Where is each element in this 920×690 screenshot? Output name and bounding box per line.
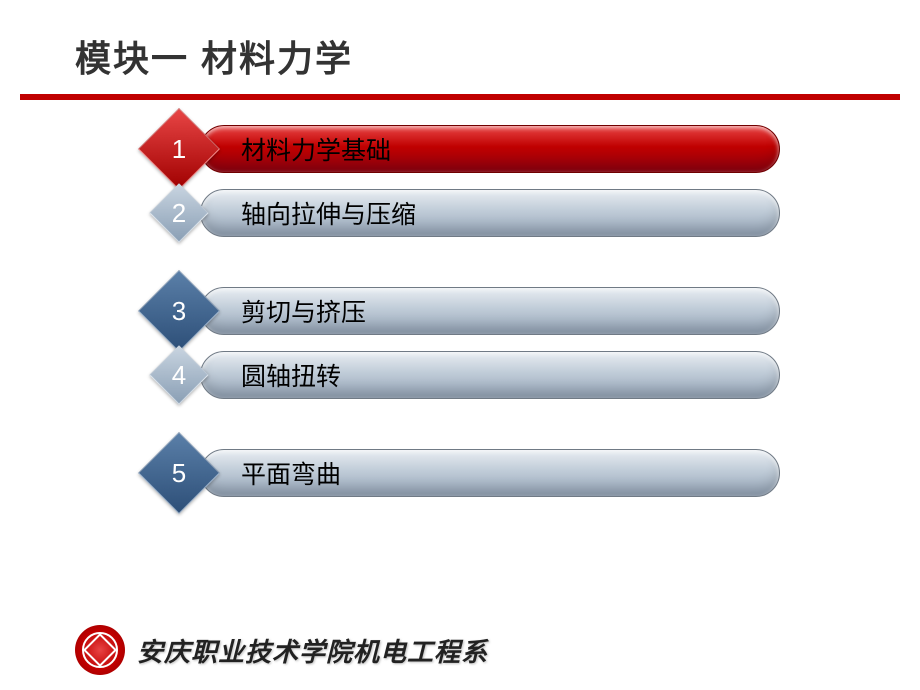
item-bar: 轴向拉伸与压缩 [200, 189, 780, 237]
item-bar: 材料力学基础 [200, 125, 780, 173]
page-title: 模块一 材料力学 [75, 30, 920, 82]
list-item: 平面弯曲 5 [140, 444, 780, 502]
item-label: 轴向拉伸与压缩 [241, 195, 416, 231]
header: 模块一 材料力学 [0, 0, 920, 82]
item-label: 圆轴扭转 [241, 357, 341, 393]
item-bar: 平面弯曲 [200, 449, 780, 497]
list-item: 材料力学基础 1 [140, 120, 780, 178]
connector-gap [140, 242, 780, 282]
list-item: 圆轴扭转 4 [140, 346, 780, 404]
item-label: 平面弯曲 [241, 455, 341, 491]
item-number: 1 [150, 120, 208, 178]
item-bar: 圆轴扭转 [200, 351, 780, 399]
footer-text: 安庆职业技术学院机电工程系 [137, 632, 488, 669]
list-item: 轴向拉伸与压缩 2 [140, 184, 780, 242]
list-item: 剪切与挤压 3 [140, 282, 780, 340]
item-bar: 剪切与挤压 [200, 287, 780, 335]
item-label: 材料力学基础 [241, 131, 391, 167]
item-label: 剪切与挤压 [241, 293, 366, 329]
item-number: 2 [158, 192, 200, 234]
institution-logo-icon [75, 625, 125, 675]
item-number: 5 [150, 444, 208, 502]
item-number: 4 [158, 354, 200, 396]
content-list: 材料力学基础 1 轴向拉伸与压缩 2 剪切与挤压 3 圆轴扭转 4 平面弯曲 5 [0, 100, 920, 502]
connector-gap [140, 404, 780, 444]
footer: 安庆职业技术学院机电工程系 [75, 625, 488, 675]
item-number: 3 [150, 282, 208, 340]
